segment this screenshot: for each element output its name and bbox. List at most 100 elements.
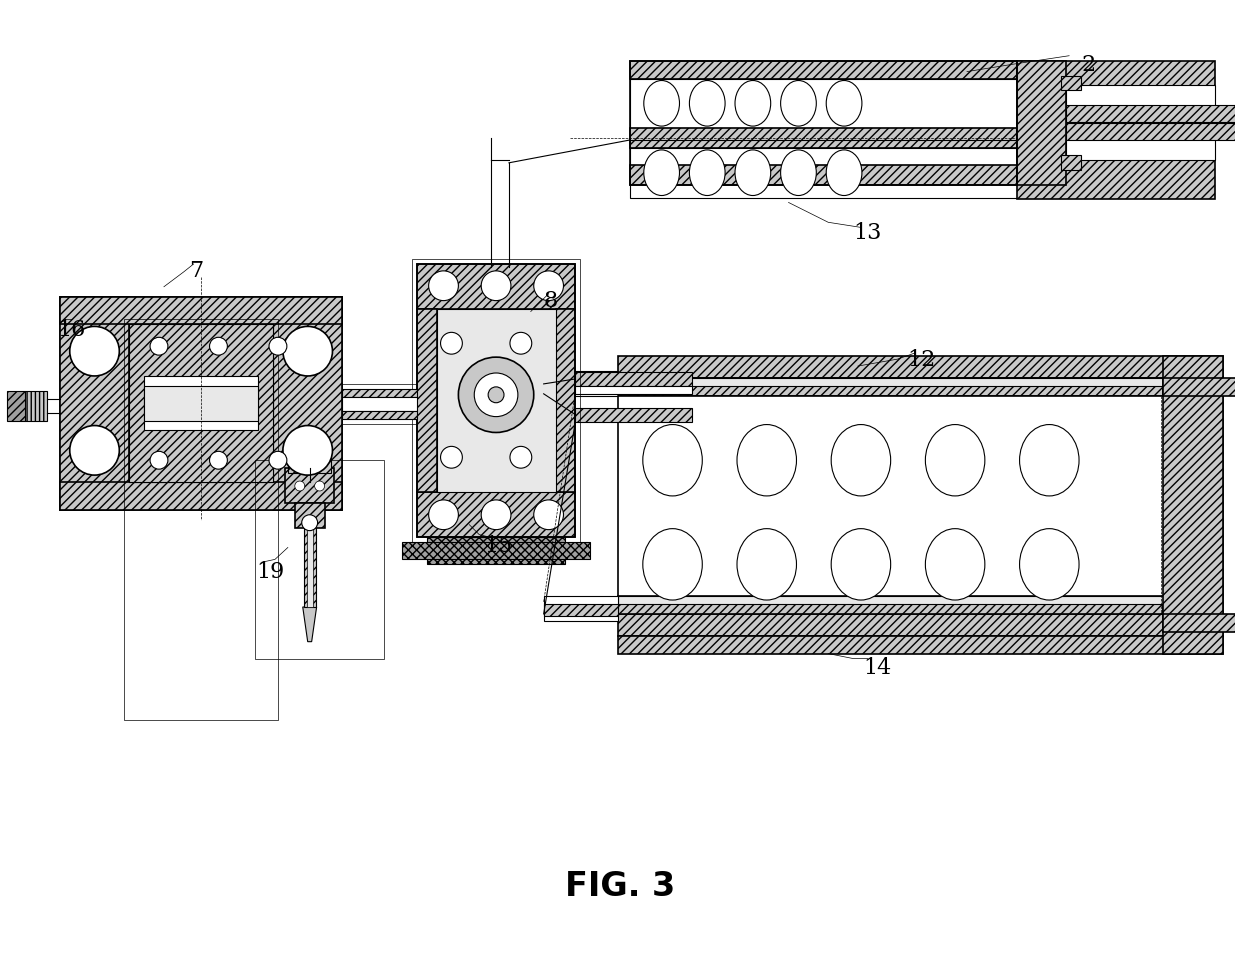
Ellipse shape [826, 150, 862, 195]
Bar [7, 390, 25, 421]
Circle shape [315, 481, 325, 491]
Bar [575, 386, 692, 393]
Bar [295, 503, 325, 528]
Bar [630, 61, 1017, 184]
Bar [1066, 123, 1240, 140]
Bar [25, 390, 47, 421]
Ellipse shape [1019, 425, 1079, 496]
Bar [342, 397, 417, 411]
Bar [304, 528, 316, 607]
Bar [288, 459, 331, 473]
Bar [630, 128, 1017, 148]
Bar [1017, 61, 1066, 184]
Bar [129, 324, 273, 482]
Bar [543, 378, 618, 389]
Text: 19: 19 [257, 561, 284, 584]
Bar [129, 324, 273, 482]
Circle shape [429, 500, 459, 530]
Circle shape [440, 333, 463, 354]
Ellipse shape [689, 150, 725, 195]
Bar [618, 596, 1163, 604]
Bar [417, 264, 575, 308]
Bar [273, 297, 342, 509]
Ellipse shape [737, 425, 796, 496]
Bar [618, 356, 1223, 378]
Bar [436, 308, 556, 492]
Ellipse shape [826, 80, 862, 126]
Circle shape [150, 451, 167, 469]
Ellipse shape [735, 80, 771, 126]
Circle shape [69, 426, 119, 475]
Text: 15: 15 [484, 535, 512, 556]
Bar [618, 596, 1163, 614]
Bar [543, 604, 618, 616]
Bar [342, 388, 417, 397]
Bar [543, 596, 618, 621]
Bar [575, 372, 692, 386]
Circle shape [269, 451, 286, 469]
Ellipse shape [925, 529, 985, 600]
Bar [144, 376, 258, 430]
Text: 13: 13 [853, 223, 882, 244]
Bar [618, 635, 1223, 654]
Circle shape [474, 373, 518, 417]
Circle shape [533, 500, 563, 530]
Bar [144, 386, 258, 421]
Text: 16: 16 [57, 319, 86, 342]
Bar [60, 482, 342, 509]
Bar [1017, 61, 1215, 115]
Circle shape [533, 271, 563, 301]
Circle shape [283, 326, 332, 376]
Bar [1061, 75, 1081, 91]
Text: 12: 12 [908, 349, 936, 371]
Ellipse shape [1019, 529, 1079, 600]
Bar [417, 264, 575, 537]
Ellipse shape [644, 80, 680, 126]
Bar [255, 461, 384, 659]
Bar [402, 542, 590, 559]
Bar [630, 148, 1017, 197]
Text: FIG. 3: FIG. 3 [565, 870, 675, 903]
Bar [306, 528, 312, 607]
Bar [1066, 105, 1240, 122]
Ellipse shape [644, 150, 680, 195]
Bar [285, 468, 335, 503]
Bar [630, 165, 1017, 184]
Circle shape [269, 338, 286, 355]
Bar [1163, 378, 1240, 396]
Circle shape [295, 481, 305, 491]
Bar [618, 378, 1163, 396]
Ellipse shape [642, 425, 702, 496]
Circle shape [210, 451, 227, 469]
Circle shape [283, 426, 332, 475]
Ellipse shape [831, 529, 890, 600]
Bar [618, 396, 1223, 614]
Bar [1061, 155, 1081, 170]
Text: 7: 7 [188, 260, 203, 282]
Ellipse shape [735, 150, 771, 195]
Circle shape [440, 446, 463, 468]
Bar [60, 297, 342, 324]
Polygon shape [303, 607, 316, 641]
Ellipse shape [781, 150, 816, 195]
Circle shape [489, 386, 503, 403]
Ellipse shape [831, 425, 890, 496]
Ellipse shape [781, 80, 816, 126]
Bar [543, 371, 618, 396]
Circle shape [481, 500, 511, 530]
Bar [60, 297, 342, 509]
Bar [630, 61, 1017, 78]
Circle shape [150, 338, 167, 355]
Circle shape [210, 338, 227, 355]
Bar [342, 384, 417, 424]
Circle shape [301, 514, 317, 531]
Bar [630, 78, 1017, 128]
Bar [1163, 614, 1240, 631]
Bar [618, 378, 1163, 386]
Ellipse shape [642, 529, 702, 600]
Ellipse shape [689, 80, 725, 126]
Bar [1017, 140, 1215, 199]
Bar [556, 308, 575, 492]
Bar [575, 408, 692, 422]
Bar [1066, 125, 1215, 160]
